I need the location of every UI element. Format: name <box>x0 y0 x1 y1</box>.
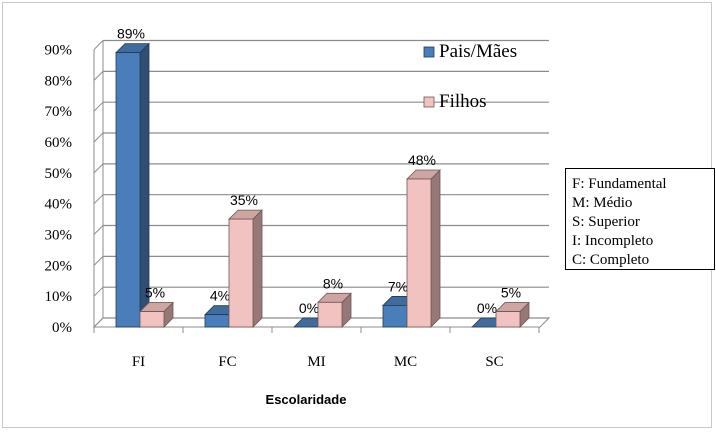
bar-side <box>252 209 263 328</box>
legend-swatch <box>423 96 435 108</box>
bar <box>139 311 165 328</box>
data-label: 0% <box>299 300 319 316</box>
bar <box>204 314 230 328</box>
bar <box>495 311 521 328</box>
data-label: 8% <box>323 275 343 291</box>
y-tick-label: 30% <box>45 228 73 244</box>
y-tick-label: 90% <box>45 43 73 59</box>
gridline-slant <box>93 225 104 235</box>
gridline-slant <box>93 40 104 50</box>
x-tick-label: FI <box>132 354 145 370</box>
abbreviation-item: C: Completo <box>572 252 650 268</box>
y-tick-label: 50% <box>45 166 73 182</box>
bar <box>317 301 343 328</box>
y-tick-label: 10% <box>45 289 73 305</box>
gridline-slant <box>93 255 104 266</box>
abbreviation-item: M: Médio <box>572 195 633 211</box>
x-tick-label: MC <box>394 354 417 370</box>
legend-swatch <box>423 46 435 58</box>
gridline-slant <box>93 132 104 143</box>
bar <box>382 305 408 328</box>
bar <box>115 52 141 328</box>
y-tick-label: 80% <box>45 73 73 89</box>
y-tick-label: 20% <box>45 258 73 274</box>
x-axis-title: Escolaridade <box>266 392 347 407</box>
x-tick-label: SC <box>485 354 503 370</box>
data-label: 4% <box>210 288 230 304</box>
bar <box>406 178 432 328</box>
y-tick-label: 60% <box>45 135 73 151</box>
legend-label: Filhos <box>439 91 487 112</box>
y-tick-label: 70% <box>45 104 73 120</box>
gridline-slant <box>93 286 104 297</box>
x-tick-label: MI <box>307 354 325 370</box>
data-label: 35% <box>230 192 258 208</box>
data-label: 7% <box>388 278 408 294</box>
y-tick-label: 40% <box>45 197 73 213</box>
abbreviation-item: S: Superior <box>572 214 640 230</box>
gridline-slant <box>93 194 104 205</box>
data-label: 89% <box>117 26 145 42</box>
data-label: 5% <box>145 285 165 301</box>
bar-side <box>430 169 441 328</box>
bar <box>228 218 254 328</box>
gridline-slant <box>93 101 104 112</box>
abbreviation-item: I: Incompleto <box>572 233 654 249</box>
data-label: 5% <box>501 285 521 301</box>
y-tick-label: 0% <box>52 320 72 336</box>
data-label: 0% <box>477 300 497 316</box>
abbreviation-item: F: Fundamental <box>572 176 667 192</box>
legend-label: Pais/Mães <box>439 41 517 62</box>
x-tick-label: FC <box>218 354 236 370</box>
data-label: 48% <box>408 152 436 168</box>
abbreviation-legend: F: Fundamental M: Médio S: Superior I: I… <box>565 168 715 270</box>
gridline-slant <box>93 71 104 81</box>
gridline-slant <box>93 163 104 174</box>
